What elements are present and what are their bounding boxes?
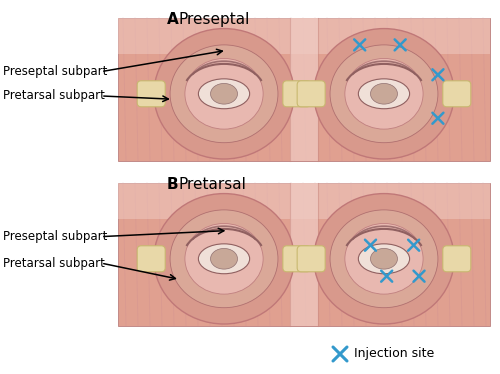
FancyBboxPatch shape xyxy=(443,81,471,107)
FancyBboxPatch shape xyxy=(443,246,471,272)
FancyBboxPatch shape xyxy=(297,246,325,272)
Bar xyxy=(118,183,490,326)
Bar xyxy=(118,18,490,54)
Ellipse shape xyxy=(210,83,238,104)
Bar xyxy=(290,183,318,326)
Text: Preseptal subpart: Preseptal subpart xyxy=(3,65,108,78)
Ellipse shape xyxy=(314,28,454,159)
FancyBboxPatch shape xyxy=(283,246,311,272)
Text: Preseptal subpart: Preseptal subpart xyxy=(3,230,108,243)
Ellipse shape xyxy=(345,58,423,129)
Ellipse shape xyxy=(345,224,423,294)
Text: A: A xyxy=(167,12,179,27)
Ellipse shape xyxy=(154,28,294,159)
Text: Injection site: Injection site xyxy=(354,347,434,361)
Text: Pretarsal subpart: Pretarsal subpart xyxy=(3,257,105,270)
Ellipse shape xyxy=(370,248,398,269)
Ellipse shape xyxy=(170,45,278,143)
FancyBboxPatch shape xyxy=(137,246,165,272)
Ellipse shape xyxy=(170,210,278,308)
Ellipse shape xyxy=(210,248,238,269)
FancyBboxPatch shape xyxy=(283,81,311,107)
Text: Pretarsal subpart: Pretarsal subpart xyxy=(3,89,105,102)
Text: Preseptal: Preseptal xyxy=(178,12,250,27)
Text: B: B xyxy=(167,177,178,192)
Ellipse shape xyxy=(154,194,294,324)
FancyBboxPatch shape xyxy=(137,81,165,107)
Bar xyxy=(118,18,490,161)
Ellipse shape xyxy=(198,244,250,274)
Ellipse shape xyxy=(370,83,398,104)
Ellipse shape xyxy=(330,210,438,308)
Ellipse shape xyxy=(358,79,410,109)
Text: Pretarsal: Pretarsal xyxy=(178,177,246,192)
Ellipse shape xyxy=(198,79,250,109)
Ellipse shape xyxy=(185,58,263,129)
Ellipse shape xyxy=(330,45,438,143)
Ellipse shape xyxy=(314,194,454,324)
FancyBboxPatch shape xyxy=(297,81,325,107)
Bar xyxy=(290,18,318,161)
Ellipse shape xyxy=(358,244,410,274)
Bar xyxy=(118,183,490,219)
Ellipse shape xyxy=(185,224,263,294)
